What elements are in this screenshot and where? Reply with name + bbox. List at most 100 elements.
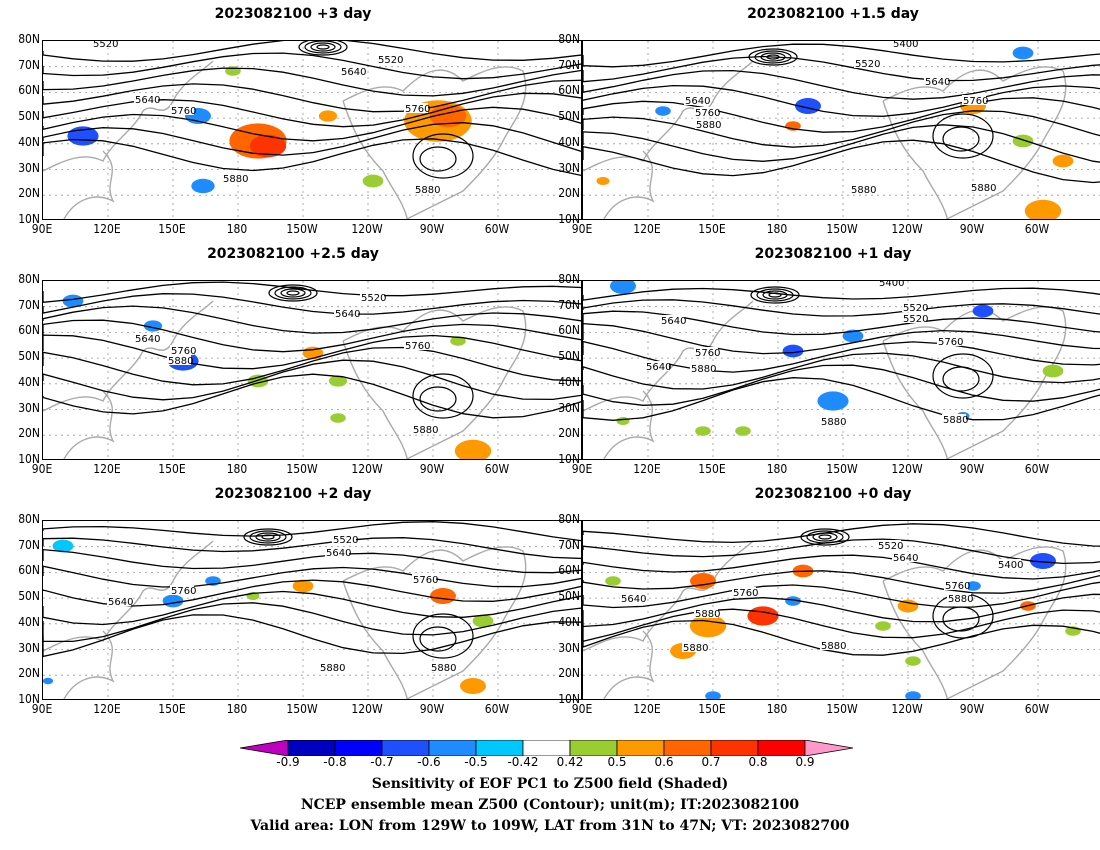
contour-line bbox=[43, 521, 581, 542]
coastline-asia bbox=[583, 300, 754, 459]
contour-ring bbox=[818, 534, 832, 540]
lat-tick-label: 50N bbox=[18, 589, 40, 604]
contour-label-bg bbox=[694, 608, 718, 618]
map-panel-1day: 5400552056405520564057605760588056405880… bbox=[582, 280, 1100, 460]
lon-tick-label: 150W bbox=[826, 462, 858, 476]
contour-line bbox=[583, 69, 1100, 100]
map-panel-0day: 5520 5640 5400 5760 5640 5760 5880 5880 5880 5880 bbox=[582, 520, 1100, 700]
contour-label: 5880 bbox=[971, 183, 996, 194]
contour-label-bg bbox=[732, 587, 756, 597]
contour-label-bg bbox=[892, 41, 916, 48]
lon-tick-label: 120E bbox=[93, 222, 121, 236]
lat-tick-label: 70N bbox=[18, 57, 40, 72]
lat-tick-label: 10N bbox=[18, 451, 40, 466]
contour-label: 5760 bbox=[171, 106, 196, 117]
sensitivity-blob bbox=[1042, 364, 1064, 378]
panel-title: 2023082100 +2 day bbox=[214, 486, 372, 502]
lat-tick-label: 80N bbox=[558, 512, 580, 526]
sensitivity-blob bbox=[1052, 154, 1074, 168]
contour-line bbox=[583, 377, 1100, 421]
contour-label-bg bbox=[414, 184, 438, 194]
contour-ring bbox=[419, 626, 457, 652]
contour-label: 5520 bbox=[361, 293, 386, 304]
z500-contours bbox=[43, 281, 581, 419]
lon-tick-label: 150W bbox=[826, 702, 858, 716]
lon-tick-label: 120W bbox=[351, 702, 383, 716]
lat-tick-label: 10N bbox=[558, 691, 580, 706]
coastline-america bbox=[342, 546, 527, 699]
contour-label: 5880 bbox=[415, 185, 440, 196]
lat-tick-label: 40N bbox=[18, 374, 40, 389]
contour-label: 5640 bbox=[661, 316, 686, 327]
contour-label: 5880 bbox=[851, 185, 876, 196]
lat-tick-label: 40N bbox=[18, 614, 40, 629]
z500-contours bbox=[583, 43, 1100, 184]
lon-tick-label: 120W bbox=[351, 462, 383, 476]
contour-ring bbox=[249, 530, 287, 544]
contour-ring bbox=[316, 44, 330, 50]
contour-ring bbox=[760, 52, 786, 62]
lat-tick-label: 80N bbox=[18, 512, 40, 526]
sensitivity-blob bbox=[972, 304, 994, 318]
contour-label-bg bbox=[134, 94, 158, 104]
contour-label-bg bbox=[694, 107, 718, 117]
contour-label: 5760 bbox=[405, 341, 430, 352]
contour-ring bbox=[812, 532, 838, 542]
contour-label-bg bbox=[924, 76, 948, 86]
contour-label-bg bbox=[878, 281, 902, 287]
contour-ring bbox=[304, 41, 342, 54]
contour-line bbox=[583, 287, 1100, 301]
contour-line bbox=[43, 614, 581, 658]
lon-tick-label: 90E bbox=[571, 222, 593, 236]
contour-label: 5880 bbox=[223, 174, 248, 185]
contour-label: 5520 bbox=[855, 59, 880, 70]
contour-line bbox=[43, 138, 581, 177]
colorbar-label: 0.7 bbox=[701, 755, 721, 769]
colorbar-segment bbox=[475, 740, 524, 756]
sensitivity-blob bbox=[875, 621, 891, 631]
contour-label: 5760 bbox=[938, 337, 963, 348]
sensitivity-blob bbox=[430, 588, 456, 604]
contour-ring bbox=[762, 290, 788, 300]
contour-label-bg bbox=[360, 292, 384, 302]
sensitivity-blob bbox=[735, 426, 751, 436]
z500-contours bbox=[583, 523, 1100, 656]
contour-label-bg bbox=[682, 642, 706, 652]
coastline-asia bbox=[583, 60, 754, 219]
contour-label-bg bbox=[690, 363, 714, 373]
contour-label-bg bbox=[947, 593, 971, 603]
contour-line bbox=[583, 322, 1100, 355]
contour-label-bg bbox=[962, 95, 986, 105]
lon-tick-label: 120W bbox=[891, 462, 923, 476]
contour-label-bg bbox=[997, 559, 1021, 569]
lat-tick-label: 30N bbox=[558, 640, 580, 655]
contour-label: 5640 bbox=[893, 553, 918, 564]
contour-line bbox=[43, 122, 581, 156]
sensitivity-blob bbox=[1012, 46, 1034, 60]
sensitivity-blob bbox=[43, 677, 54, 685]
lat-tick-label: 10N bbox=[18, 211, 40, 226]
contour-line bbox=[43, 548, 581, 574]
contour-ring bbox=[756, 288, 794, 302]
contour-line bbox=[43, 319, 581, 353]
sensitivity-blob bbox=[1012, 134, 1034, 148]
contour-label-bg bbox=[222, 173, 246, 183]
lat-tick-label: 40N bbox=[558, 134, 580, 149]
contour-label: 5520 bbox=[903, 314, 928, 325]
sensitivity-blob bbox=[318, 110, 338, 122]
lon-tick-label: 150E bbox=[698, 222, 726, 236]
contour-label-bg bbox=[412, 424, 436, 434]
lon-tick-label: 90E bbox=[571, 702, 593, 716]
lat-tick-label: 50N bbox=[18, 109, 40, 124]
lon-tick-label: 150W bbox=[826, 222, 858, 236]
contour-line bbox=[583, 570, 1100, 594]
contour-line bbox=[43, 590, 581, 626]
contour-ring bbox=[310, 42, 336, 52]
contour-line bbox=[583, 310, 1100, 336]
contour-ring bbox=[932, 113, 994, 159]
lon-tick-label: 120W bbox=[891, 702, 923, 716]
contour-label: 5760 bbox=[963, 96, 988, 107]
sensitivity-blob bbox=[655, 106, 671, 116]
